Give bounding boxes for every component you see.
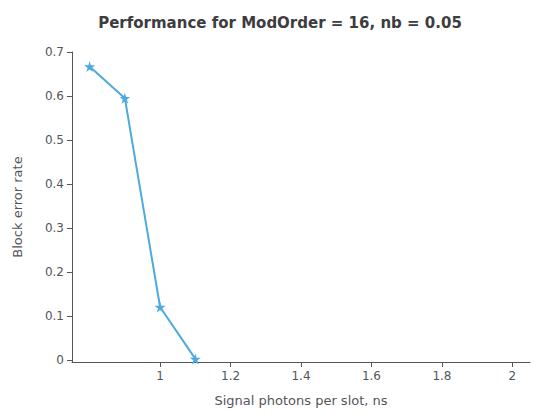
svg-text:Block error rate: Block error rate [10, 156, 25, 257]
svg-text:0.2: 0.2 [45, 265, 64, 279]
svg-text:0.1: 0.1 [45, 309, 64, 323]
svg-text:Signal photons per slot, ns: Signal photons per slot, ns [214, 393, 387, 408]
svg-text:0.5: 0.5 [45, 133, 64, 147]
svg-text:0.7: 0.7 [45, 45, 64, 59]
svg-text:0.4: 0.4 [45, 177, 64, 191]
svg-text:0.6: 0.6 [45, 89, 64, 103]
svg-text:0.3: 0.3 [45, 221, 64, 235]
svg-text:1: 1 [156, 369, 164, 383]
svg-text:1.4: 1.4 [291, 369, 310, 383]
svg-text:1.6: 1.6 [362, 369, 381, 383]
svg-text:1.8: 1.8 [432, 369, 451, 383]
svg-text:0: 0 [56, 353, 64, 367]
svg-text:1.2: 1.2 [221, 369, 240, 383]
svg-text:Performance for ModOrder = 16,: Performance for ModOrder = 16, nb = 0.05 [98, 14, 462, 32]
svg-text:2: 2 [509, 369, 517, 383]
